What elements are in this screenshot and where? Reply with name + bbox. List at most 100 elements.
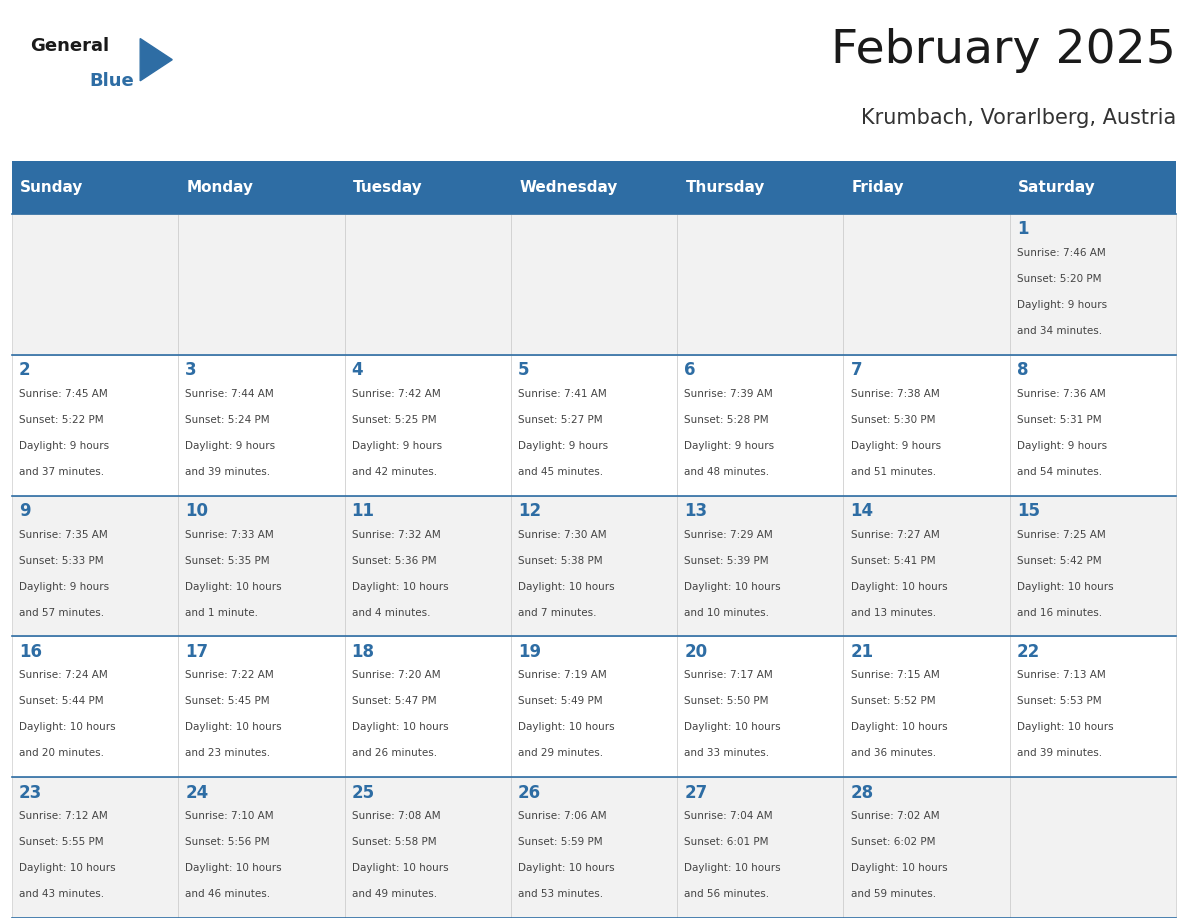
Text: Sunset: 5:52 PM: Sunset: 5:52 PM xyxy=(851,697,935,706)
Text: Daylight: 10 hours: Daylight: 10 hours xyxy=(851,863,947,873)
Text: 8: 8 xyxy=(1017,361,1029,379)
Text: 23: 23 xyxy=(19,784,43,801)
Text: Sunrise: 7:30 AM: Sunrise: 7:30 AM xyxy=(518,530,607,540)
Text: 6: 6 xyxy=(684,361,696,379)
Text: Sunrise: 7:36 AM: Sunrise: 7:36 AM xyxy=(1017,388,1106,398)
Bar xyxy=(178,214,345,354)
Text: Sunrise: 7:06 AM: Sunrise: 7:06 AM xyxy=(518,812,607,821)
Text: Daylight: 10 hours: Daylight: 10 hours xyxy=(518,863,614,873)
Text: Daylight: 10 hours: Daylight: 10 hours xyxy=(518,722,614,733)
Text: and 49 minutes.: and 49 minutes. xyxy=(352,890,437,900)
Text: Daylight: 10 hours: Daylight: 10 hours xyxy=(19,722,115,733)
Text: and 42 minutes.: and 42 minutes. xyxy=(352,467,437,476)
Text: Sunset: 6:01 PM: Sunset: 6:01 PM xyxy=(684,837,769,847)
Text: and 39 minutes.: and 39 minutes. xyxy=(1017,748,1102,758)
Text: Sunday: Sunday xyxy=(20,180,83,195)
Text: 7: 7 xyxy=(851,361,862,379)
Text: Tuesday: Tuesday xyxy=(353,180,423,195)
Text: 1: 1 xyxy=(1017,220,1029,239)
Text: Sunset: 5:44 PM: Sunset: 5:44 PM xyxy=(19,697,103,706)
Bar xyxy=(843,354,1010,496)
Text: 16: 16 xyxy=(19,643,42,661)
Text: and 23 minutes.: and 23 minutes. xyxy=(185,748,271,758)
Text: and 54 minutes.: and 54 minutes. xyxy=(1017,467,1102,476)
Bar xyxy=(345,636,511,778)
Text: Daylight: 10 hours: Daylight: 10 hours xyxy=(851,582,947,591)
Text: Sunset: 5:59 PM: Sunset: 5:59 PM xyxy=(518,837,602,847)
Text: Sunrise: 7:33 AM: Sunrise: 7:33 AM xyxy=(185,530,274,540)
Bar xyxy=(677,354,843,496)
Text: Sunrise: 7:10 AM: Sunrise: 7:10 AM xyxy=(185,812,274,821)
Bar xyxy=(677,214,843,354)
Text: 27: 27 xyxy=(684,784,708,801)
Text: Daylight: 10 hours: Daylight: 10 hours xyxy=(518,582,614,591)
Text: and 33 minutes.: and 33 minutes. xyxy=(684,748,770,758)
Text: Sunset: 5:41 PM: Sunset: 5:41 PM xyxy=(851,555,935,565)
Text: 9: 9 xyxy=(19,502,31,520)
Text: Sunset: 5:53 PM: Sunset: 5:53 PM xyxy=(1017,697,1101,706)
Text: Daylight: 9 hours: Daylight: 9 hours xyxy=(684,441,775,451)
Bar xyxy=(345,778,511,918)
Text: 26: 26 xyxy=(518,784,541,801)
Text: Sunset: 5:30 PM: Sunset: 5:30 PM xyxy=(851,415,935,425)
Text: Sunrise: 7:46 AM: Sunrise: 7:46 AM xyxy=(1017,248,1106,258)
Bar xyxy=(511,354,677,496)
Bar xyxy=(1010,354,1176,496)
Bar xyxy=(12,496,178,636)
Text: Daylight: 10 hours: Daylight: 10 hours xyxy=(684,582,781,591)
Bar xyxy=(178,778,345,918)
Text: Daylight: 10 hours: Daylight: 10 hours xyxy=(352,722,448,733)
Text: and 57 minutes.: and 57 minutes. xyxy=(19,608,105,618)
Text: 12: 12 xyxy=(518,502,541,520)
Text: Sunset: 5:39 PM: Sunset: 5:39 PM xyxy=(684,555,769,565)
Text: Sunrise: 7:13 AM: Sunrise: 7:13 AM xyxy=(1017,670,1106,680)
Text: General: General xyxy=(30,37,109,55)
Text: Saturday: Saturday xyxy=(1018,180,1095,195)
Bar xyxy=(843,496,1010,636)
Text: Wednesday: Wednesday xyxy=(519,180,618,195)
Bar xyxy=(511,214,677,354)
Text: Sunrise: 7:45 AM: Sunrise: 7:45 AM xyxy=(19,388,108,398)
Text: Daylight: 10 hours: Daylight: 10 hours xyxy=(684,722,781,733)
Text: and 53 minutes.: and 53 minutes. xyxy=(518,890,604,900)
Text: Sunrise: 7:39 AM: Sunrise: 7:39 AM xyxy=(684,388,773,398)
Text: Sunset: 5:27 PM: Sunset: 5:27 PM xyxy=(518,415,602,425)
Text: Daylight: 10 hours: Daylight: 10 hours xyxy=(185,863,282,873)
Text: Sunrise: 7:17 AM: Sunrise: 7:17 AM xyxy=(684,670,773,680)
Bar xyxy=(1010,636,1176,778)
Text: Daylight: 10 hours: Daylight: 10 hours xyxy=(352,863,448,873)
Text: Sunset: 5:45 PM: Sunset: 5:45 PM xyxy=(185,697,270,706)
Text: Daylight: 9 hours: Daylight: 9 hours xyxy=(518,441,608,451)
Text: Sunrise: 7:25 AM: Sunrise: 7:25 AM xyxy=(1017,530,1106,540)
Text: Sunset: 5:33 PM: Sunset: 5:33 PM xyxy=(19,555,103,565)
Text: Sunset: 5:22 PM: Sunset: 5:22 PM xyxy=(19,415,103,425)
Text: Sunrise: 7:44 AM: Sunrise: 7:44 AM xyxy=(185,388,274,398)
Text: Sunset: 5:50 PM: Sunset: 5:50 PM xyxy=(684,697,769,706)
Bar xyxy=(843,214,1010,354)
Text: and 10 minutes.: and 10 minutes. xyxy=(684,608,770,618)
Text: Sunset: 6:02 PM: Sunset: 6:02 PM xyxy=(851,837,935,847)
Text: and 4 minutes.: and 4 minutes. xyxy=(352,608,430,618)
Bar xyxy=(677,636,843,778)
Bar xyxy=(12,778,178,918)
Text: Sunrise: 7:19 AM: Sunrise: 7:19 AM xyxy=(518,670,607,680)
Text: Sunrise: 7:35 AM: Sunrise: 7:35 AM xyxy=(19,530,108,540)
Bar xyxy=(178,496,345,636)
Text: and 51 minutes.: and 51 minutes. xyxy=(851,467,936,476)
Text: and 7 minutes.: and 7 minutes. xyxy=(518,608,596,618)
Text: Sunrise: 7:29 AM: Sunrise: 7:29 AM xyxy=(684,530,773,540)
Text: Daylight: 9 hours: Daylight: 9 hours xyxy=(352,441,442,451)
Text: 18: 18 xyxy=(352,643,374,661)
Text: Daylight: 10 hours: Daylight: 10 hours xyxy=(185,582,282,591)
Text: Sunset: 5:36 PM: Sunset: 5:36 PM xyxy=(352,555,436,565)
Text: and 34 minutes.: and 34 minutes. xyxy=(1017,326,1102,336)
Text: Sunset: 5:31 PM: Sunset: 5:31 PM xyxy=(1017,415,1101,425)
Polygon shape xyxy=(140,39,172,81)
Bar xyxy=(1010,214,1176,354)
Text: 17: 17 xyxy=(185,643,208,661)
Text: 4: 4 xyxy=(352,361,364,379)
Text: Daylight: 9 hours: Daylight: 9 hours xyxy=(851,441,941,451)
Text: and 29 minutes.: and 29 minutes. xyxy=(518,748,604,758)
Text: Daylight: 10 hours: Daylight: 10 hours xyxy=(185,722,282,733)
Text: Sunrise: 7:32 AM: Sunrise: 7:32 AM xyxy=(352,530,441,540)
